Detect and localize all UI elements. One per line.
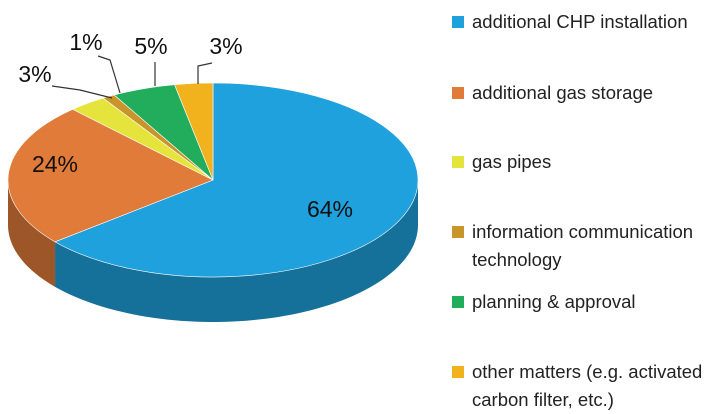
legend-label: additional gas storage [472, 82, 654, 103]
slice [7, 108, 214, 243]
legend-swatch [452, 226, 464, 238]
data-label: 64% [307, 196, 353, 222]
data-label: 1% [69, 29, 102, 55]
leader-line [97, 55, 121, 94]
pie [7, 82, 419, 322]
slice [174, 82, 214, 181]
chart: 64% 24% 3% 1% 5% 3% [7, 29, 419, 322]
legend-item: gas pipes [448, 148, 721, 176]
slice-side [8, 180, 56, 287]
legend-item: planning & approval [448, 288, 721, 316]
legend-swatch [452, 16, 464, 28]
data-labels: 64% 24% 3% 1% 5% 3% [18, 29, 353, 222]
data-label: 3% [209, 33, 242, 59]
data-label: 5% [134, 33, 167, 59]
legend-item: additional gas storage [448, 79, 721, 107]
legend-label: gas pipes [472, 151, 552, 172]
legend-label: information communication technology [472, 221, 694, 270]
leader-line [51, 85, 113, 99]
data-label: 24% [32, 151, 78, 177]
legend-item: additional CHP installation [448, 8, 721, 36]
leader-lines [51, 55, 213, 99]
legend-item: information communication technology [448, 218, 721, 274]
legend-item: other matters (e.g. activated carbon fil… [448, 358, 721, 414]
leader-line [197, 62, 213, 84]
legend-label: other matters (e.g. activated carbon fil… [472, 361, 703, 410]
legend-swatch [452, 156, 464, 168]
slice-side [55, 180, 418, 322]
legend-swatch [452, 87, 464, 99]
legend-swatch [452, 366, 464, 378]
legend-label: planning & approval [472, 291, 636, 312]
legend-label: additional CHP installation [472, 11, 688, 32]
data-label: 3% [18, 61, 51, 87]
legend-swatch [452, 296, 464, 308]
slice [54, 82, 419, 278]
